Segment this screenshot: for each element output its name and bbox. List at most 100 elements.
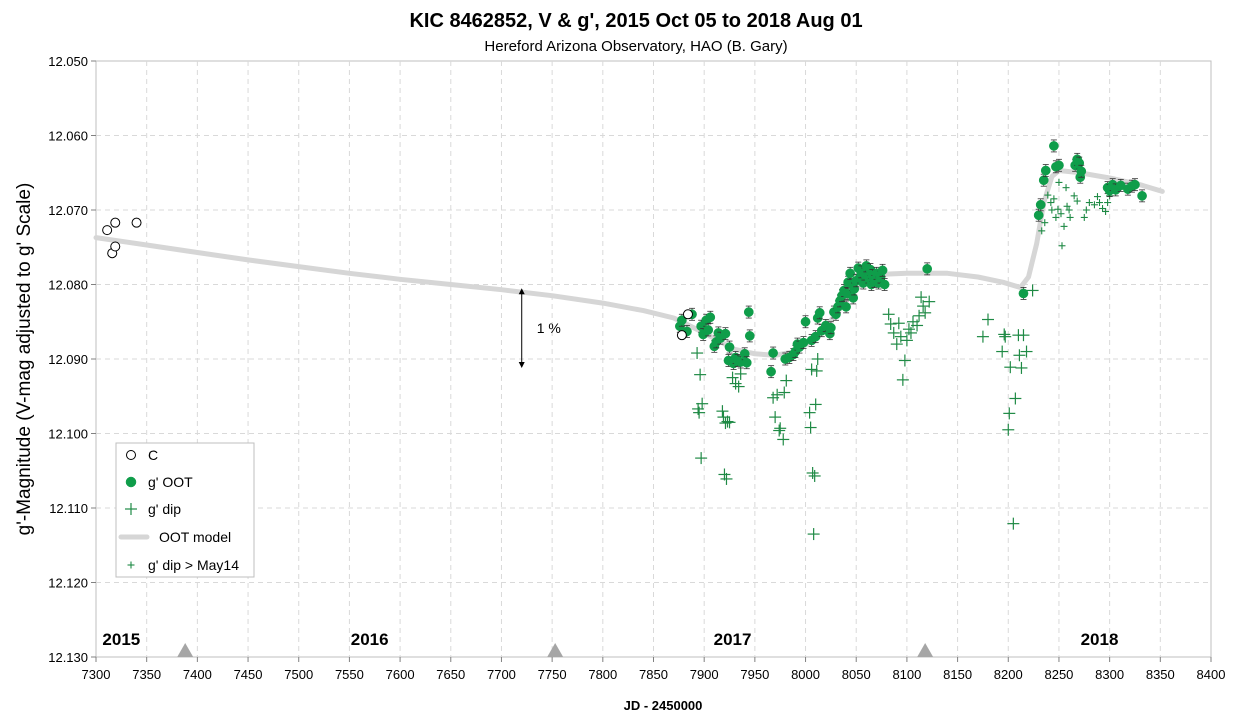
- dip-may14-point: [1102, 207, 1110, 215]
- arrow-down-icon: [518, 361, 525, 368]
- oot-point: [705, 310, 716, 324]
- legend-label: C: [148, 447, 158, 463]
- one-percent-annotation: 1 %: [518, 288, 561, 368]
- dot: [705, 312, 716, 323]
- dip-may14-point: [1047, 199, 1055, 207]
- year-label: 2017: [714, 630, 752, 649]
- year-marker-triangle: [547, 643, 564, 657]
- oot-point: [1054, 158, 1064, 172]
- dip-point: [1003, 407, 1016, 420]
- dip-point: [1004, 361, 1017, 374]
- dot: [877, 265, 888, 276]
- dip-point: [774, 422, 787, 435]
- dot: [814, 307, 825, 318]
- dip-point: [998, 328, 1011, 341]
- dip-point: [1009, 392, 1022, 405]
- dot: [1130, 179, 1140, 190]
- dot: [1040, 165, 1051, 176]
- oot-point: [1038, 173, 1049, 187]
- chart-title: KIC 8462852, V & g', 2015 Oct 05 to 2018…: [409, 10, 862, 32]
- dot: [1038, 175, 1049, 186]
- x-tick-label: 8000: [791, 667, 820, 682]
- year-label: 2015: [102, 630, 140, 649]
- x-tick-label: 7600: [386, 667, 415, 682]
- dip-point: [806, 466, 819, 479]
- dot: [1076, 166, 1087, 177]
- dip-point: [811, 353, 824, 365]
- x-axis-ticks: 7300 7350 7400 7450 7500 7550 7600 7650 7700 7750…: [82, 657, 1225, 682]
- x-tick-label: 8150: [943, 667, 972, 682]
- arrow-up-icon: [518, 288, 525, 295]
- y-tick-label: 12.060: [48, 129, 88, 144]
- dip-may14-point: [1055, 178, 1063, 186]
- dot: [826, 322, 836, 333]
- oot-point: [800, 315, 811, 329]
- dip-point: [769, 411, 782, 424]
- oot-point: [1018, 287, 1029, 300]
- oot-point: [768, 346, 778, 360]
- dip-may14-point: [1080, 213, 1088, 221]
- x-tick-label: 7800: [588, 667, 617, 682]
- oot-point: [877, 263, 888, 277]
- dip-point: [999, 330, 1012, 343]
- oot-point: [814, 306, 825, 320]
- oot-point: [1076, 164, 1087, 178]
- legend-swatch: [126, 450, 136, 460]
- y-tick-label: 12.080: [48, 278, 88, 293]
- dot: [798, 337, 809, 348]
- dip-point: [887, 326, 900, 339]
- dip-point: [734, 367, 747, 380]
- dip-point: [884, 317, 897, 330]
- dip-point: [1007, 517, 1020, 530]
- dip-may14-point: [1038, 227, 1046, 235]
- dip-point: [904, 326, 917, 339]
- x-tick-label: 8300: [1095, 667, 1124, 682]
- oot-point: [741, 356, 752, 370]
- dot: [677, 315, 687, 326]
- dip-point: [780, 374, 793, 387]
- dip-point: [716, 405, 729, 418]
- dip-point: [720, 472, 733, 485]
- dip-may14-point: [1104, 199, 1112, 207]
- c-point: [110, 241, 121, 252]
- c-point: [682, 309, 693, 320]
- dip-point: [976, 330, 989, 343]
- dip-point: [996, 345, 1009, 358]
- dip-point: [732, 380, 745, 393]
- c-point: [102, 225, 113, 236]
- legend-swatch: [125, 503, 137, 515]
- dip-point: [809, 398, 822, 411]
- x-tick-label: 7550: [335, 667, 364, 682]
- x-tick-label: 7950: [740, 667, 769, 682]
- legend-label: g' OOT: [148, 474, 193, 490]
- dot: [879, 279, 890, 290]
- y-tick-label: 12.090: [48, 352, 88, 367]
- dip-point: [721, 415, 734, 428]
- dot: [841, 302, 851, 312]
- x-tick-label: 7750: [538, 667, 567, 682]
- dot: [922, 264, 933, 274]
- oot-point: [841, 300, 851, 314]
- dip-point: [778, 386, 791, 399]
- oot-point: [826, 321, 836, 335]
- y-tick-label: 12.050: [48, 54, 88, 69]
- dip-point: [911, 319, 924, 332]
- oot-point: [766, 365, 776, 379]
- x-tick-label: 7350: [132, 667, 161, 682]
- legend-label: g' dip: [148, 501, 181, 517]
- dot: [1033, 210, 1044, 221]
- dip-point: [1013, 349, 1026, 362]
- dip-point: [804, 421, 817, 434]
- dip-may14-point: [1065, 206, 1073, 214]
- legend-swatch: [127, 561, 135, 569]
- oot-point: [1040, 164, 1051, 177]
- oot-point: [703, 323, 714, 337]
- dip-point: [693, 406, 706, 419]
- dip-point: [900, 334, 913, 347]
- y-tick-label: 12.070: [48, 203, 88, 218]
- dip-point: [923, 295, 936, 308]
- x-tick-label: 7300: [82, 667, 111, 682]
- x-tick-label: 7650: [436, 667, 465, 682]
